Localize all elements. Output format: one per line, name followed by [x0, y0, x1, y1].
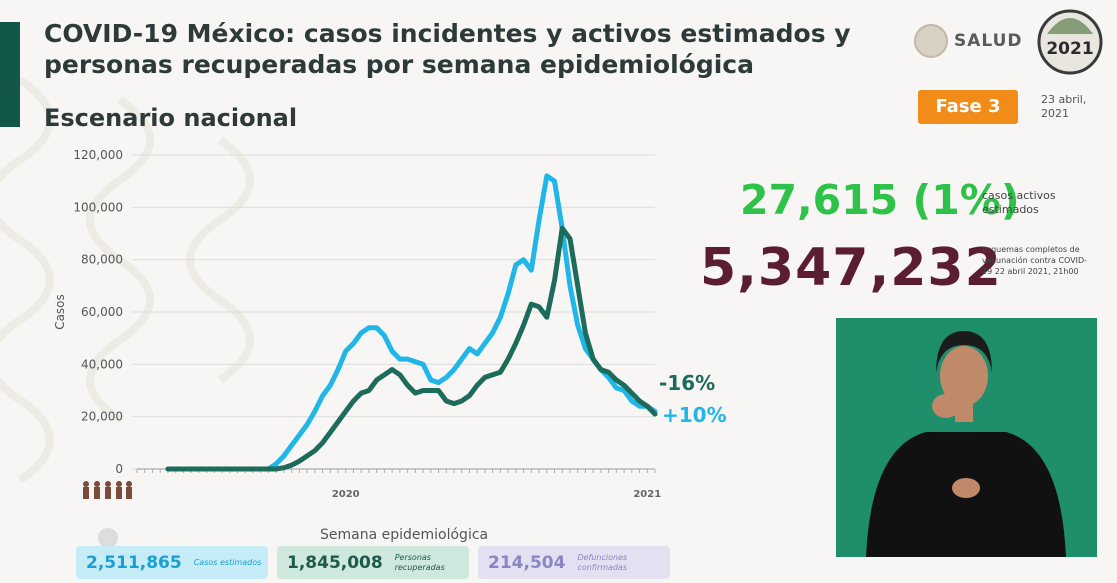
y-tick-label: 80,000	[81, 253, 123, 267]
estimated-cases-value: 2,511,865	[86, 552, 182, 573]
x-axis-title: Semana epidemiológica	[320, 527, 489, 543]
title-accent-bar	[0, 22, 20, 127]
salud-logo-text: SALUD	[954, 31, 1023, 51]
salud-logo: SALUD	[914, 24, 1023, 58]
deaths-box: 214,504 Defunciones confirmadas	[478, 546, 670, 579]
vaccination-label: esquemas completos de vacunación contra …	[982, 245, 1088, 276]
cases-change-label: +10%	[662, 403, 727, 427]
y-tick-label: 120,000	[73, 148, 123, 162]
recovered-change-label: -16%	[659, 371, 716, 395]
active-cases-value: 27,615 (1%)	[740, 176, 1020, 224]
recovered-line	[165, 225, 658, 472]
sign-language-interpreter-video	[836, 318, 1097, 557]
page-subtitle: Escenario nacional	[44, 104, 298, 132]
deaths-value: 214,504	[488, 552, 566, 573]
y-tick-label: 60,000	[81, 305, 123, 319]
logo-year: 2021	[1046, 39, 1093, 59]
mexico-2021-logo: 2021	[1037, 9, 1103, 75]
y-tick-label: 100,000	[73, 200, 123, 214]
seal-icon	[98, 528, 118, 548]
x-tick-label: 2021	[633, 489, 661, 500]
y-axis-label: Casos	[53, 294, 67, 330]
cases-line-chart: 0 20,000 40,000 60,000 80,000 100,000 120,000 2…	[53, 148, 661, 500]
y-tick-label: 0	[115, 462, 123, 476]
y-tick-label: 20,000	[81, 410, 123, 424]
recovered-box: 1,845,008 Personas recuperadas	[277, 546, 469, 579]
estimated-cases-label: Casos estimados	[193, 557, 262, 567]
deaths-label: Defunciones confirmadas	[577, 552, 628, 572]
y-tick-label: 40,000	[81, 357, 123, 371]
people-illustration-icon	[83, 481, 132, 499]
active-cases-label: casos activos estimados	[982, 189, 1056, 216]
x-tick-label: 2020	[332, 489, 360, 500]
mexico-seal-icon	[914, 24, 948, 58]
recovered-label: Personas recuperadas	[394, 552, 445, 572]
report-date: 23 abril, 2021	[1041, 93, 1087, 120]
page-title: COVID-19 México: casos incidentes y acti…	[44, 19, 851, 79]
recovered-value: 1,845,008	[287, 552, 383, 573]
estimated-cases-box: 2,511,865 Casos estimados	[76, 546, 268, 579]
phase-badge: Fase 3	[918, 90, 1018, 124]
vaccination-value: 5,347,232	[700, 238, 1002, 298]
